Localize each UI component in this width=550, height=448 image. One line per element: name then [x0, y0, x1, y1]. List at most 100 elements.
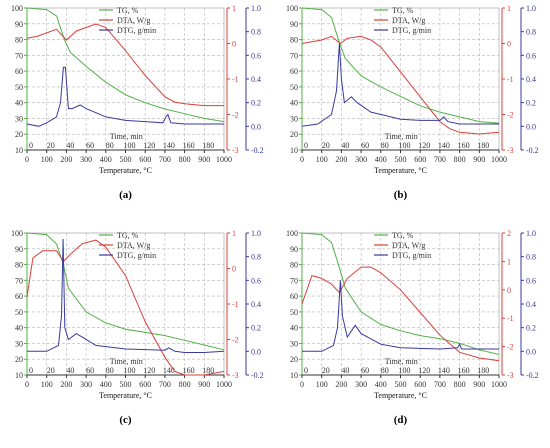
- legend-label-tg: TG, %: [117, 231, 139, 240]
- time-axis-title: Time, min: [385, 132, 418, 141]
- y-tick-label-dta: -1: [232, 300, 239, 309]
- y-tick-label-dtg: 0.0: [526, 347, 536, 356]
- chart-panel-d: 10 20 30 40 50 60 70 80 90 100 -3 -2 -1 0 1 2 -0.2 0.0 0.2…: [275, 225, 545, 443]
- time-tick-label: 0: [304, 366, 308, 375]
- y-tick-label-dtg: 0.2: [251, 99, 261, 108]
- chart-panel-b: 10 20 30 40 50 60 70 80 90 100 -3 -2 -1 0 1 -0.2 0.0 0.2 0…: [275, 0, 545, 218]
- x-tick-label: 400: [375, 155, 387, 164]
- time-tick-label: 20: [322, 141, 330, 150]
- time-tick-label: 180: [477, 141, 489, 150]
- y-tick-label-tg: 40: [15, 99, 23, 108]
- y-tick-label-dtg: 1.0: [526, 229, 536, 238]
- time-tick-label: 0: [29, 366, 33, 375]
- y-tick-label-dta: -3: [232, 371, 239, 380]
- y-tick-label-dta: 1: [232, 229, 236, 238]
- y-tick-label-tg: 40: [15, 324, 23, 333]
- x-tick-label: 1000: [216, 155, 232, 164]
- x-tick-label: 200: [335, 380, 347, 389]
- y-tick-label-dtg: 1.0: [251, 229, 261, 238]
- time-tick-label: 20: [47, 141, 55, 150]
- y-tick-label-dta: 0: [232, 40, 236, 49]
- panel-label: (d): [394, 414, 408, 426]
- time-tick-label: 80: [381, 366, 389, 375]
- series-line-tg: [26, 7, 225, 123]
- x-tick-label: 100: [316, 155, 328, 164]
- legend-label-dta: DTA, W/g: [117, 241, 150, 250]
- series-line-tg: [301, 7, 500, 124]
- x-tick-label: 400: [100, 155, 112, 164]
- y-tick-label-tg: 10: [15, 371, 23, 380]
- chart-panel-c: 10 20 30 40 50 60 70 80 90 100 -3 -2 -1 0 1 -0.2 0.0 0.2 0…: [0, 225, 270, 443]
- series-line-dtg: [301, 43, 499, 127]
- y-tick-label-dta: 0: [507, 286, 511, 295]
- legend-label-dtg: DTG, g/min: [117, 251, 156, 260]
- y-tick-label-tg: 60: [15, 292, 23, 301]
- y-tick-label-dtg: 1.0: [526, 4, 536, 13]
- time-tick-label: 100: [124, 141, 136, 150]
- time-tick-label: 60: [86, 141, 94, 150]
- y-tick-label-tg: 40: [290, 99, 298, 108]
- x-tick-label: 0: [300, 380, 304, 389]
- series-line-dtg: [302, 280, 499, 352]
- x-tick-label: 700: [159, 380, 171, 389]
- y-tick-label-dtg: 0.0: [251, 122, 261, 131]
- legend-label-dta: DTA, W/g: [117, 16, 150, 25]
- x-tick-label: 300: [355, 155, 367, 164]
- series-line-dta: [26, 239, 225, 376]
- y-tick-label-tg: 100: [286, 4, 298, 13]
- y-tick-label-tg: 20: [290, 355, 298, 364]
- x-tick-label: 0: [25, 155, 29, 164]
- x-tick-label: 100: [316, 380, 328, 389]
- y-tick-label-dtg: 0.4: [251, 75, 261, 84]
- y-tick-label-tg: 90: [290, 245, 298, 254]
- y-tick-label-tg: 60: [290, 67, 298, 76]
- legend-label-tg: TG, %: [392, 6, 414, 15]
- time-tick-label: 40: [66, 141, 74, 150]
- x-tick-label: 900: [473, 380, 485, 389]
- x-tick-label: 200: [60, 380, 72, 389]
- y-tick-label-tg: 70: [290, 51, 298, 60]
- y-tick-label-tg: 50: [15, 308, 23, 317]
- y-tick-label-dtg: 0.8: [526, 28, 536, 37]
- x-tick-label: 800: [179, 380, 191, 389]
- time-tick-label: 140: [163, 141, 175, 150]
- x-tick-label: 400: [375, 380, 387, 389]
- x-tick-label: 900: [198, 155, 210, 164]
- time-tick-label: 60: [361, 141, 369, 150]
- x-tick-label: 600: [414, 380, 426, 389]
- time-tick-label: 160: [458, 141, 470, 150]
- y-tick-label-dtg: 0.4: [526, 300, 536, 309]
- x-tick-label: 1000: [216, 380, 232, 389]
- chart-svg: 10 20 30 40 50 60 70 80 90 100 -3 -2 -1 0 1 2 -0.2 0.0 0.2…: [286, 229, 539, 426]
- y-tick-label-tg: 20: [290, 130, 298, 139]
- y-tick-label-tg: 20: [15, 130, 23, 139]
- time-tick-label: 180: [202, 141, 214, 150]
- panel-label: (c): [119, 414, 132, 426]
- legend-label-tg: TG, %: [392, 231, 414, 240]
- y-tick-label-tg: 70: [15, 276, 23, 285]
- series-line-dta: [26, 23, 224, 107]
- legend-label-dtg: DTG, g/min: [117, 26, 156, 35]
- time-tick-label: 180: [202, 366, 214, 375]
- x-tick-label: 300: [80, 380, 92, 389]
- y-tick-label-dta: -2: [507, 343, 514, 352]
- y-tick-label-dtg: 0.2: [526, 324, 536, 333]
- time-tick-label: 20: [47, 366, 55, 375]
- x-tick-label: 800: [179, 155, 191, 164]
- y-tick-label-tg: 10: [15, 146, 23, 155]
- x-tick-label: 500: [120, 380, 132, 389]
- y-tick-label-dtg: 0.0: [251, 347, 261, 356]
- time-tick-label: 120: [143, 366, 155, 375]
- y-tick-label-tg: 30: [290, 114, 298, 123]
- legend-label-dta: DTA, W/g: [392, 16, 425, 25]
- chart-svg: 10 20 30 40 50 60 70 80 90 100 -3 -2 -1 0 1 -0.2 0.0 0.2 0…: [11, 4, 264, 201]
- legend-label-tg: TG, %: [117, 6, 139, 15]
- x-tick-label: 800: [454, 380, 466, 389]
- y-tick-label-tg: 30: [15, 114, 23, 123]
- y-tick-label-dta: -2: [232, 336, 239, 345]
- x-tick-label: 900: [198, 380, 210, 389]
- time-axis-title: Time, min: [110, 357, 143, 366]
- x-axis-title: Temperature, °C: [99, 166, 152, 175]
- y-tick-label-dtg: 0.6: [251, 51, 261, 60]
- time-tick-label: 120: [418, 141, 430, 150]
